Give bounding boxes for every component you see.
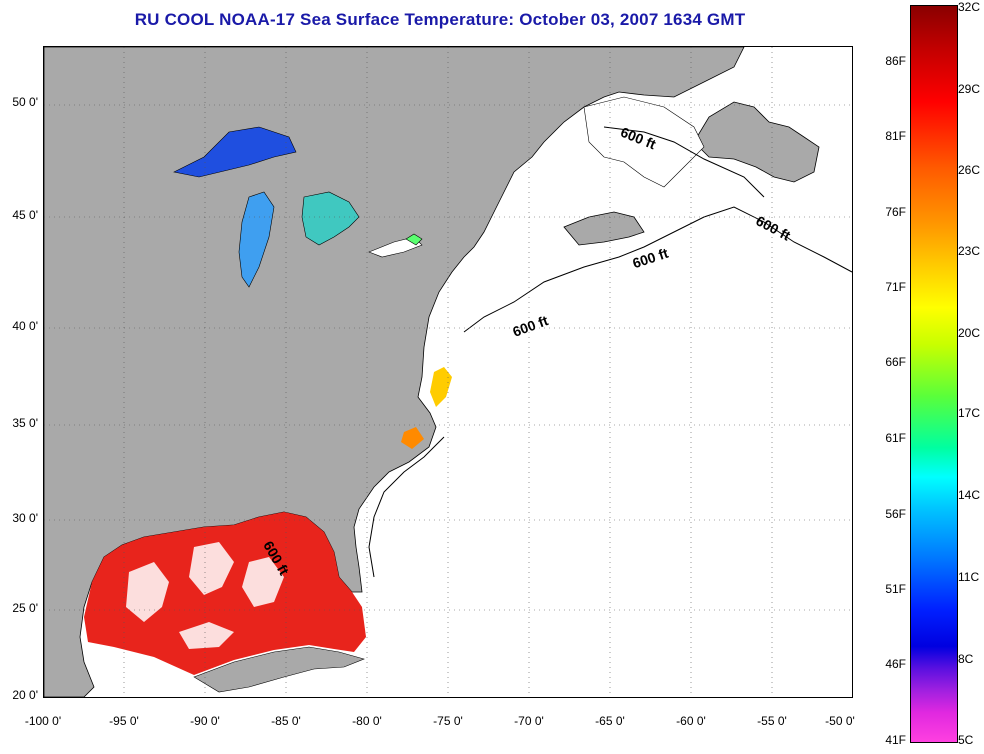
lake-huron [301,191,360,246]
cuba-land [193,646,365,693]
lon-label-60: -60 0' [676,714,706,728]
lon-label-95: -95 0' [109,714,139,728]
gulf-st-lawrence-water [583,96,705,188]
lon-label-70: -70 0' [514,714,544,728]
shelf-contour-st-lawrence [603,126,765,198]
lon-label-90: -90 0' [190,714,220,728]
shelf-contour-south [368,436,445,578]
lon-label-75: -75 0' [433,714,463,728]
lon-label-65: -65 0' [595,714,625,728]
colorbar-f-51: 51F [885,582,906,596]
temperature-colorbar [910,5,958,743]
lon-label-80: -80 0' [352,714,382,728]
lat-label-40: 40 0' [12,319,38,333]
colorbar-c-29: 29C [958,82,981,96]
colorbar-c-20: 20C [958,326,981,340]
lake-superior [173,126,297,178]
shelf-contour-600ft [463,206,852,333]
colorbar-c-23: 23C [958,244,981,258]
lon-label-50: -50 0' [825,714,855,728]
colorbar-f-81: 81F [885,129,906,143]
colorbar-f-71: 71F [885,280,906,294]
lon-label-55: -55 0' [757,714,787,728]
lat-label-50: 50 0' [12,95,38,109]
colorbar-c-8: 8C [958,652,974,666]
lat-label-25: 25 0' [12,601,38,615]
colorbar-c-26: 26C [958,163,981,177]
lat-label-45: 45 0' [12,208,38,222]
colorbar-f-56: 56F [885,507,906,521]
lake-erie [368,236,423,258]
colorbar-f-46: 46F [885,657,906,671]
lat-label-20: 20 0' [12,688,38,702]
colorbar-f-66: 66F [885,355,906,369]
colorbar-f-86: 86F [885,54,906,68]
lon-label-85: -85 0' [271,714,301,728]
colorbar-f-76: 76F [885,205,906,219]
lat-label-30: 30 0' [12,511,38,525]
colorbar-c-32: 32C [958,0,981,14]
lon-label-100: -100 0' [24,714,62,728]
colorbar-f-61: 61F [885,431,906,445]
north-america-land [44,47,745,697]
map-title: RU COOL NOAA-17 Sea Surface Temperature:… [134,10,746,29]
sst-map [43,46,853,698]
colorbar-c-17: 17C [958,406,981,420]
colorbar-c-14: 14C [958,488,981,502]
lat-label-35: 35 0' [12,416,38,430]
colorbar-c-5: 5C [958,733,974,747]
colorbar-f-41: 41F [885,733,906,747]
newfoundland-land [693,101,820,183]
lake-michigan [238,191,275,288]
lake-ontario [405,233,423,246]
hatteras-warm-water [430,367,452,407]
gulf-of-mexico-sst [84,512,366,675]
map-canvas [44,47,852,697]
graticule [44,47,852,697]
carolina-warm-water [401,427,424,449]
maritime-land [563,211,645,246]
colorbar-c-11: 11C [958,570,980,584]
